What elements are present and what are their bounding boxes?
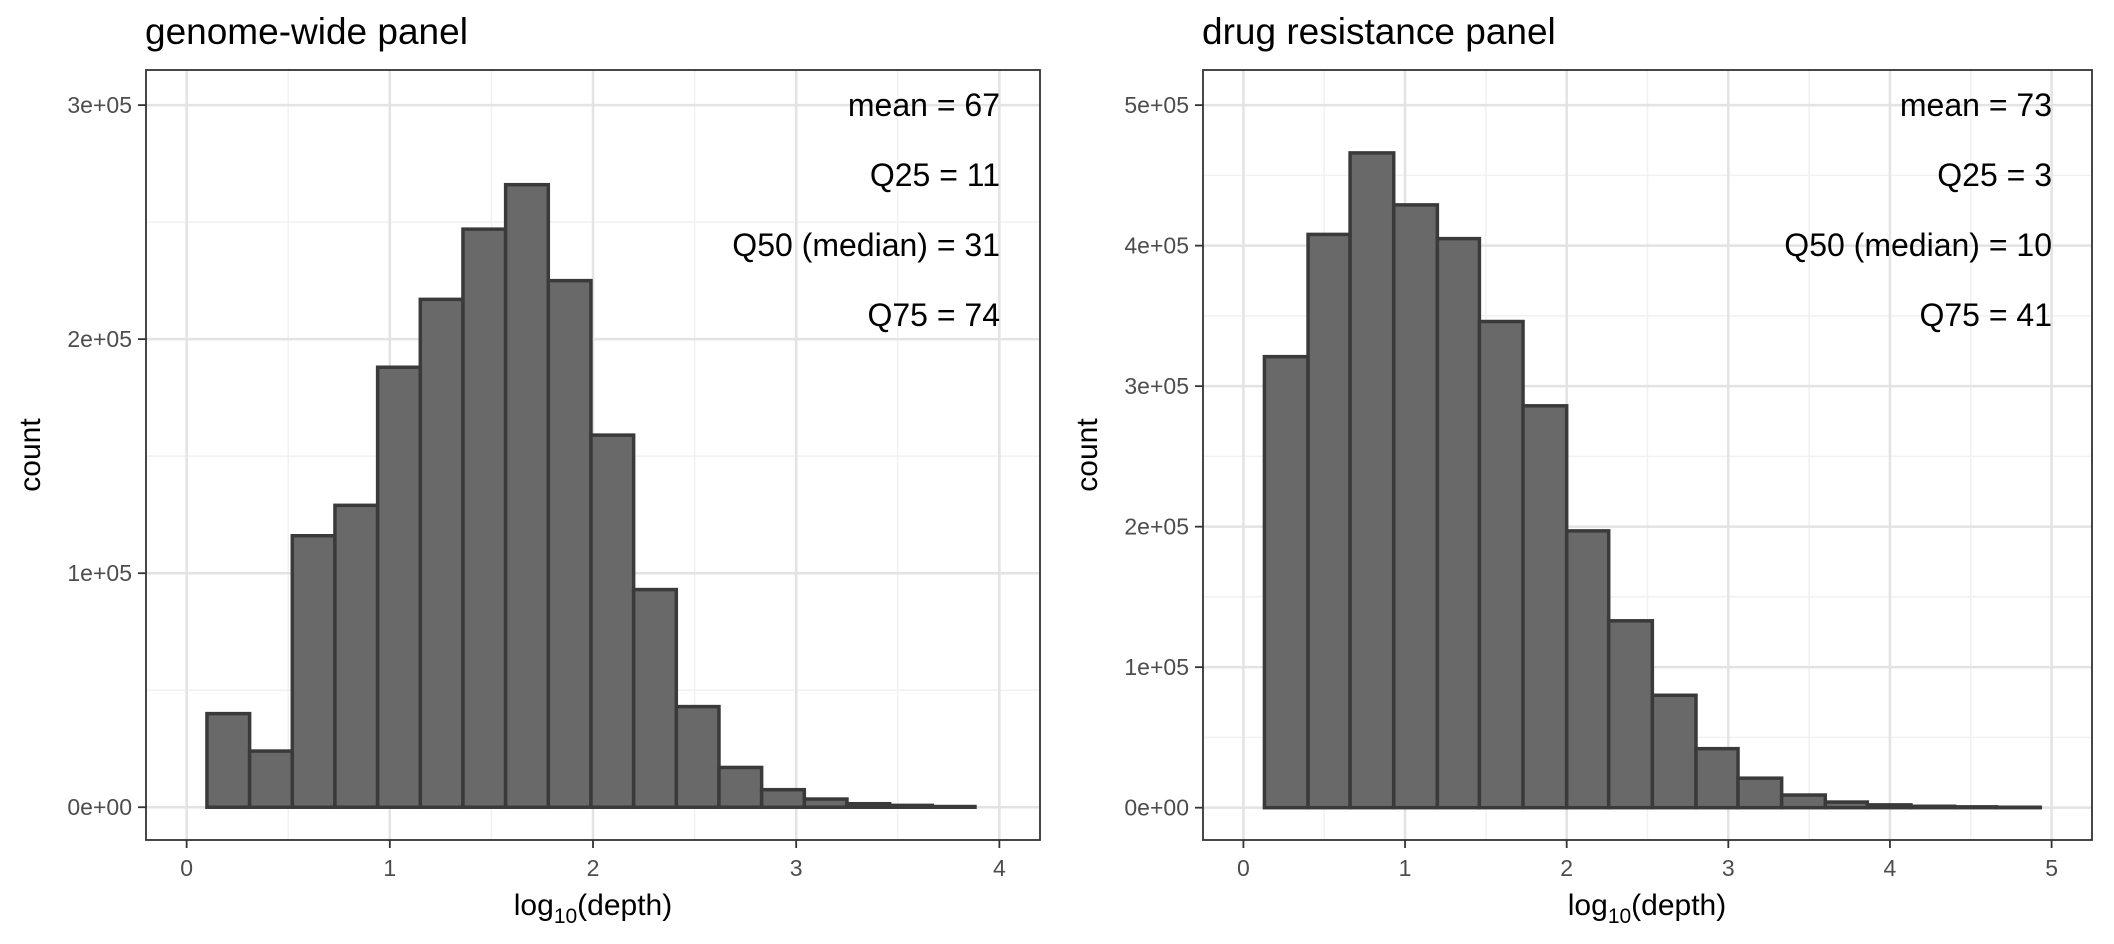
histogram-bar [1650, 693, 1698, 810]
y-tick-label: 4e+05 [1124, 233, 1189, 259]
x-tick-label: 4 [1884, 855, 1897, 881]
histogram-bar [1477, 319, 1525, 810]
y-tick-label: 3e+05 [1124, 373, 1189, 399]
histogram-bar [1952, 805, 1999, 810]
x-tick-label: 3 [790, 855, 803, 881]
stat-annotation: Q75 = 41 [1919, 297, 2052, 333]
x-tick-label: 1 [1399, 855, 1412, 881]
panel-1: 0e+00 1e+05 2e+05 3e+05 4e+05 5e+05 0 1 2 3 4 5 drug… [1071, 11, 2093, 928]
x-axis-title: log10(depth) [1568, 889, 1726, 928]
histogram-bar [1435, 236, 1482, 810]
stat-annotation: Q50 (median) = 10 [1784, 227, 2052, 263]
histogram-bar [1391, 203, 1440, 810]
x-tick-label: 2 [1560, 855, 1573, 881]
histogram-bar [1262, 354, 1310, 810]
y-axis-title: count [14, 418, 47, 492]
chart-title: genome-wide panel [145, 11, 468, 52]
chart-title: drug resistance panel [1202, 11, 1556, 52]
y-tick-label: 1e+05 [67, 560, 132, 586]
y-tick-label: 0e+00 [67, 794, 132, 820]
y-tick-label: 2e+05 [67, 326, 132, 352]
x-axis-title: log10(depth) [514, 889, 672, 928]
histogram-bar [1779, 793, 1828, 810]
histogram-bar [1694, 746, 1740, 810]
x-axis-title-suffix: (depth) [577, 889, 672, 922]
histogram-bar [1736, 776, 1784, 810]
stat-annotation: Q50 (median) = 31 [732, 227, 1000, 263]
histogram-bar [1909, 804, 1957, 810]
histogram-bar [418, 297, 465, 809]
histogram-bar [1521, 404, 1569, 810]
x-tick-label: 5 [2045, 855, 2058, 881]
histogram-bar [1823, 800, 1870, 810]
histogram-bar [290, 533, 337, 809]
y-tick-label: 2e+05 [1124, 514, 1189, 540]
histogram-bar [1348, 151, 1396, 810]
x-axis-title-subscript: 10 [554, 905, 577, 928]
histogram-bar [1606, 619, 1655, 810]
x-axis-title-subscript: 10 [1608, 905, 1631, 928]
histogram-bar [247, 749, 295, 809]
stat-annotation: Q25 = 3 [1937, 157, 2052, 193]
x-tick-label: 3 [1722, 855, 1735, 881]
histogram-bar [333, 503, 380, 809]
x-tick-label: 2 [587, 855, 600, 881]
histogram-bar [674, 704, 721, 809]
panel-border [1202, 69, 2093, 841]
histogram-bar [375, 365, 423, 809]
histogram-bar [1306, 232, 1352, 810]
stat-annotation: mean = 67 [848, 87, 1000, 123]
histogram-bar [503, 182, 551, 809]
histogram-bar [1564, 529, 1611, 810]
x-tick-label: 0 [180, 855, 193, 881]
histogram-bar [546, 278, 593, 809]
x-axis-title-base: log [1568, 889, 1608, 922]
histogram-bar [589, 433, 636, 809]
histogram-bar [887, 803, 935, 809]
x-tick-label: 0 [1237, 855, 1250, 881]
x-tick-label: 4 [993, 855, 1006, 881]
histogram-bar [631, 587, 679, 809]
histogram-bar [845, 801, 892, 809]
y-tick-label: 1e+05 [1124, 654, 1189, 680]
x-tick-label: 1 [383, 855, 396, 881]
stat-annotation: mean = 73 [1900, 87, 2052, 123]
panel-0: 0e+00 1e+05 2e+05 3e+05 0 1 2 3 4 genome-wide pan… [14, 11, 1041, 928]
x-axis-title-suffix: (depth) [1631, 889, 1726, 922]
histogram-bar [717, 765, 764, 809]
histogram-bar [802, 797, 849, 809]
x-axis-title-base: log [514, 889, 554, 922]
histogram-bar [205, 711, 252, 809]
histogram-bar [1865, 803, 1913, 810]
stat-annotation: Q75 = 74 [867, 297, 1000, 333]
y-axis-title: count [1071, 418, 1104, 492]
y-tick-label: 5e+05 [1124, 92, 1189, 118]
y-tick-label: 0e+00 [1124, 795, 1189, 821]
histogram-bar [759, 787, 807, 809]
y-tick-label: 3e+05 [67, 92, 132, 118]
histogram-bar [930, 804, 977, 809]
histogram-bar [461, 227, 508, 809]
stat-annotation: Q25 = 11 [870, 157, 1000, 193]
